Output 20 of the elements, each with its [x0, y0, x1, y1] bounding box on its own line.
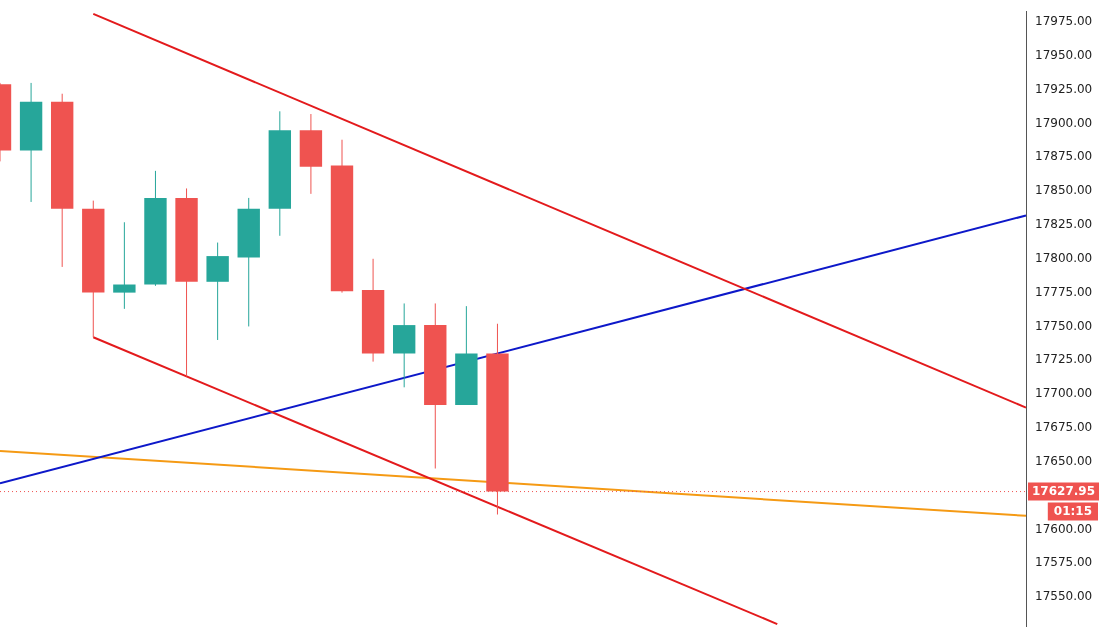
y-tick-label: 17775.00 [1035, 284, 1093, 299]
y-tick-label: 17750.00 [1035, 318, 1093, 333]
y-tick-label: 17575.00 [1035, 555, 1093, 570]
text: 01:15 [1053, 503, 1092, 518]
y-tick-label: 17850.00 [1035, 183, 1093, 198]
y-tick-label: 17650.00 [1035, 453, 1093, 468]
y-tick-label: 17975.00 [1035, 14, 1093, 29]
y-tick-label: 17925.00 [1035, 81, 1093, 96]
y-tick-label: 17875.00 [1035, 149, 1093, 164]
y-tick-label: 17725.00 [1035, 352, 1093, 367]
ref-line-label: 17627.95 [1032, 483, 1096, 498]
y-tick-label: 17550.00 [1035, 589, 1093, 604]
y-tick-label: 17825.00 [1035, 217, 1093, 232]
y-tick-label: 17900.00 [1035, 115, 1093, 130]
y-tick-label: 17800.00 [1035, 250, 1093, 265]
y-tick-label: 17600.00 [1035, 521, 1093, 536]
candlestick [113, 221, 136, 310]
y-tick-label: 17950.00 [1035, 47, 1093, 62]
y-tick-label: 17700.00 [1035, 386, 1093, 401]
y-tick-label: 17675.00 [1035, 420, 1093, 435]
